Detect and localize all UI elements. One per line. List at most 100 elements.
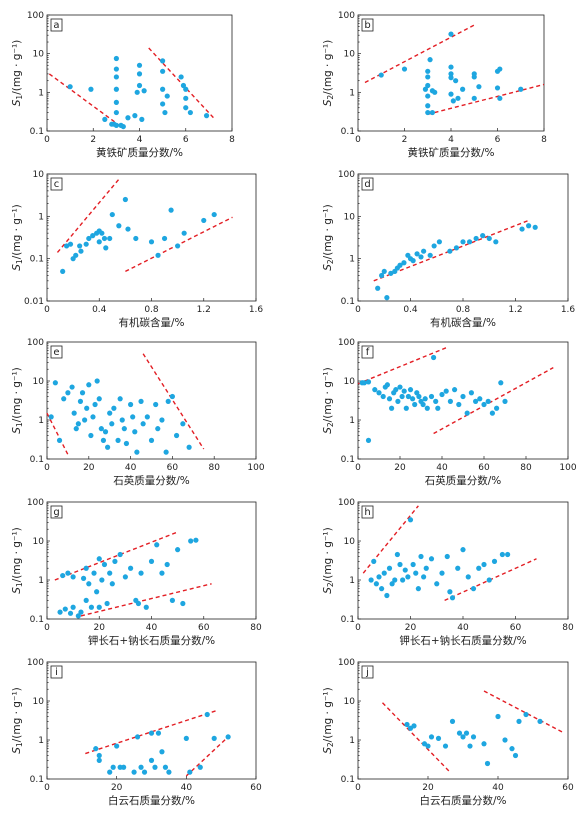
data-point bbox=[88, 86, 94, 92]
data-point bbox=[109, 211, 115, 218]
data-point bbox=[453, 78, 459, 84]
data-point bbox=[73, 252, 79, 258]
data-point bbox=[148, 730, 155, 736]
data-point bbox=[175, 243, 181, 249]
data-point bbox=[141, 769, 148, 775]
x-tick-label: 0.8 bbox=[456, 305, 471, 315]
x-tick-label: 40 bbox=[125, 463, 137, 473]
data-point bbox=[96, 396, 102, 402]
data-point bbox=[86, 382, 92, 388]
data-point bbox=[448, 91, 454, 97]
data-point bbox=[96, 604, 102, 610]
data-point bbox=[132, 429, 138, 435]
data-point bbox=[371, 558, 377, 564]
data-point bbox=[493, 239, 499, 245]
data-point bbox=[109, 421, 115, 427]
data-point bbox=[123, 440, 130, 447]
panel-tag-box bbox=[50, 665, 63, 679]
y-tick-label: 1 bbox=[38, 736, 44, 746]
data-point bbox=[183, 105, 189, 111]
y-tick-label: 0.1 bbox=[341, 615, 355, 625]
y-tick-label: 0.1 bbox=[341, 775, 355, 785]
data-point bbox=[138, 764, 144, 770]
x-tick-label: 20 bbox=[394, 463, 406, 473]
data-point bbox=[94, 589, 100, 595]
x-axis-label: 有机碳含量/% bbox=[118, 316, 184, 329]
x-tick-label: 20 bbox=[405, 623, 417, 633]
data-point bbox=[197, 764, 203, 770]
data-point bbox=[425, 74, 431, 80]
trend-line bbox=[54, 531, 178, 581]
trend-line bbox=[46, 412, 69, 455]
data-point bbox=[104, 600, 110, 607]
trend-line bbox=[483, 690, 565, 734]
data-point bbox=[101, 235, 108, 242]
data-point bbox=[186, 444, 192, 450]
data-point bbox=[499, 551, 505, 558]
x-tick-label: 100 bbox=[559, 463, 576, 473]
data-point bbox=[102, 429, 109, 435]
y-tick-label: 10 bbox=[33, 170, 45, 180]
data-point bbox=[434, 581, 440, 587]
data-point bbox=[497, 66, 503, 72]
data-point bbox=[460, 86, 466, 92]
data-point bbox=[464, 410, 470, 416]
data-point bbox=[389, 581, 395, 587]
data-point bbox=[113, 55, 119, 62]
data-point bbox=[428, 734, 435, 740]
data-point bbox=[159, 417, 165, 423]
data-point bbox=[384, 295, 390, 301]
data-point bbox=[460, 393, 466, 400]
data-point bbox=[56, 437, 63, 443]
x-tick-label: 20 bbox=[111, 783, 123, 793]
y-axis-label: S2/(mg · g⁻¹) bbox=[322, 367, 335, 434]
trend-line bbox=[125, 216, 233, 273]
data-point bbox=[75, 421, 81, 427]
data-point bbox=[455, 95, 461, 101]
x-tick-label: 0.4 bbox=[403, 305, 418, 315]
x-tick-label: 0 bbox=[44, 783, 50, 793]
data-point bbox=[136, 62, 143, 68]
trend-line bbox=[80, 583, 212, 617]
data-point bbox=[424, 405, 430, 411]
x-tick-label: 80 bbox=[208, 463, 220, 473]
data-point bbox=[414, 390, 420, 396]
data-point bbox=[163, 449, 169, 455]
x-tick-label: 0 bbox=[355, 463, 361, 473]
data-point bbox=[86, 235, 92, 242]
data-point bbox=[128, 401, 134, 408]
data-point bbox=[432, 89, 438, 95]
panel-i: 0 20 40 60 0.1 1 10 100 i 白云石质量分数/% S1/(mg · g⁻¹) bbox=[11, 658, 262, 807]
data-point bbox=[470, 734, 477, 740]
x-axis-label: 白云石质量分数/% bbox=[419, 794, 506, 807]
data-point bbox=[372, 387, 378, 393]
data-point bbox=[75, 613, 81, 619]
y-tick-label: 1 bbox=[349, 416, 355, 426]
data-point bbox=[113, 99, 119, 105]
x-tick-label: 0 bbox=[44, 135, 50, 145]
trend-line bbox=[427, 83, 545, 115]
data-point bbox=[169, 393, 175, 400]
x-tick-label: 2 bbox=[90, 135, 96, 145]
data-point bbox=[414, 251, 420, 257]
data-point bbox=[502, 398, 508, 404]
data-point bbox=[416, 393, 422, 400]
data-point bbox=[77, 243, 83, 249]
x-tick-label: 2 bbox=[402, 135, 408, 145]
trend-line bbox=[185, 736, 229, 777]
data-point bbox=[161, 235, 168, 242]
x-axis-label: 石英质量分数/% bbox=[425, 474, 502, 487]
data-point bbox=[425, 93, 431, 99]
data-point bbox=[203, 113, 210, 119]
data-point bbox=[427, 252, 433, 258]
data-point bbox=[79, 390, 86, 396]
data-point bbox=[180, 600, 186, 607]
x-axis-label: 钾长石+钠长石质量分数/% bbox=[88, 634, 215, 647]
data-point bbox=[164, 561, 170, 568]
panel-tag: b bbox=[364, 20, 370, 31]
x-tick-label: 40 bbox=[146, 623, 158, 633]
data-point bbox=[421, 248, 427, 254]
data-point bbox=[476, 84, 482, 90]
panel-tag-box bbox=[50, 345, 63, 359]
x-tick-label: 0 bbox=[355, 305, 361, 315]
